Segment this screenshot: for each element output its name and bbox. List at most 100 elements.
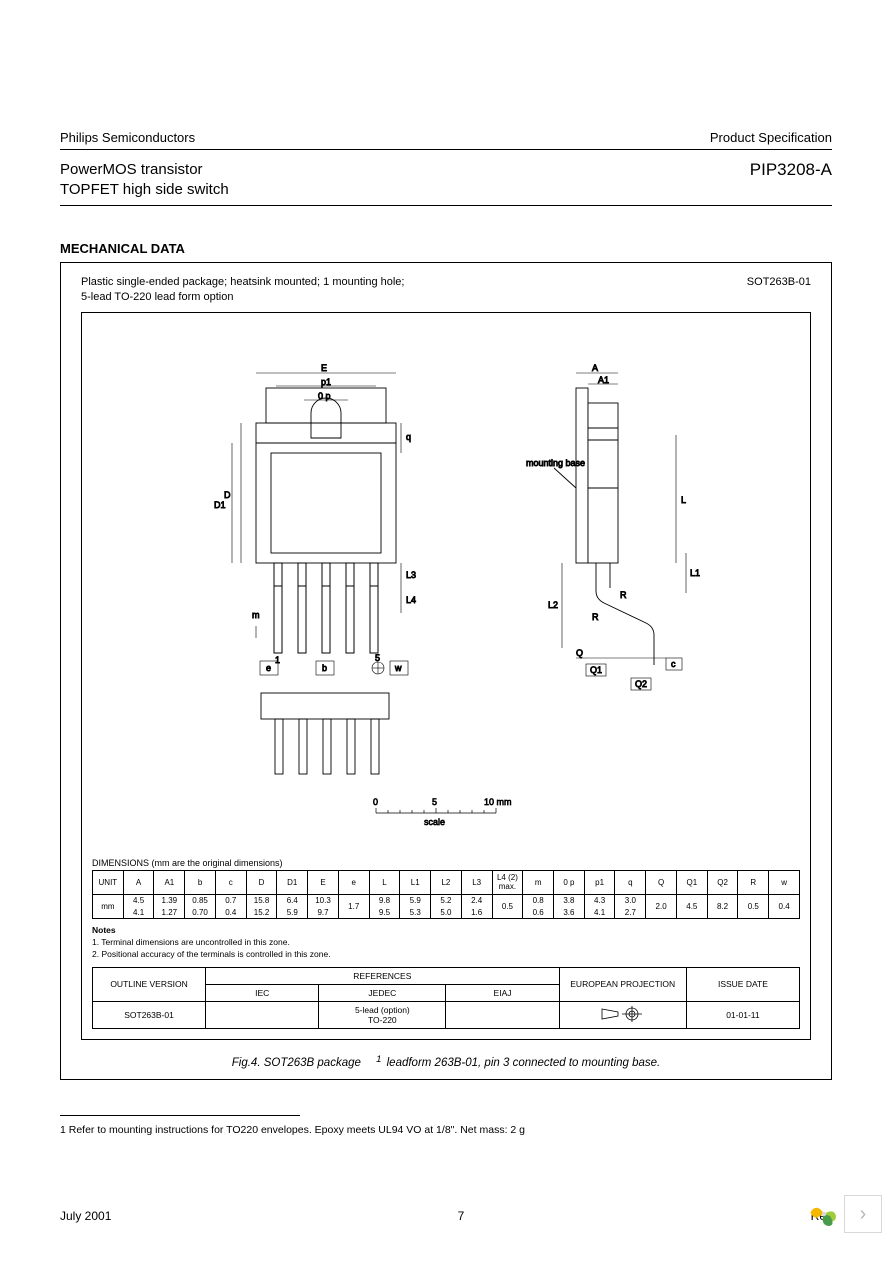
dim-col-header: Q2 (707, 870, 738, 894)
iec-value (206, 1001, 319, 1028)
outline-header: OUTLINE VERSION (93, 967, 206, 1001)
svg-text:L4: L4 (406, 595, 416, 605)
svg-text:A1: A1 (598, 375, 609, 385)
dim-value-cell: 1.7 (338, 894, 369, 918)
company-name: Philips Semiconductors (60, 130, 195, 145)
dim-header-row: UNITAA1bcDD1EeLL1L2L3L4 (2) max.m0 pp1qQ… (93, 870, 800, 894)
svg-text:R: R (620, 590, 627, 600)
dim-col-header: Q (646, 870, 677, 894)
dim-col-header: L (369, 870, 400, 894)
svg-text:1: 1 (275, 655, 280, 665)
euro-header: EUROPEAN PROJECTION (559, 967, 686, 1001)
issue-date-value: 01-01-11 (686, 1001, 799, 1028)
package-desc-1: Plastic single-ended package; heatsink m… (81, 275, 405, 290)
svg-text:A: A (592, 363, 598, 373)
dim-value-cell: 10.39.7 (308, 894, 339, 918)
svg-text:p1: p1 (321, 377, 331, 387)
dim-col-header: 0 p (554, 870, 585, 894)
next-page-button[interactable]: › (844, 1195, 882, 1233)
dim-value-cell: 3.83.6 (554, 894, 585, 918)
dim-col-header: b (185, 870, 216, 894)
dim-value-cell: 9.89.5 (369, 894, 400, 918)
section-heading: MECHANICAL DATA (60, 241, 832, 256)
dim-value-cell: 0.80.6 (523, 894, 554, 918)
title-row: PowerMOS transistor TOPFET high side swi… (60, 160, 832, 199)
dim-value-cell: 4.54.1 (123, 894, 154, 918)
footer-page: 7 (458, 1209, 465, 1223)
svg-text:0: 0 (373, 797, 378, 807)
svg-text:w: w (394, 663, 402, 673)
svg-text:L2: L2 (548, 600, 558, 610)
dim-value-cell: 0.5 (738, 894, 769, 918)
dim-unit-cell: mm (93, 894, 124, 918)
dim-values-row: mm4.54.11.391.270.850.700.70.415.815.26.… (93, 894, 800, 918)
dim-value-cell: 1.391.27 (154, 894, 185, 918)
dim-col-header: L3 (461, 870, 492, 894)
dim-col-header: E (308, 870, 339, 894)
note-1: 1. Terminal dimensions are uncontrolled … (92, 937, 800, 949)
svg-text:Q1: Q1 (590, 665, 602, 675)
references-table: OUTLINE VERSION REFERENCES EUROPEAN PROJ… (92, 967, 800, 1029)
svg-text:e: e (266, 663, 271, 673)
dim-col-header: D (246, 870, 277, 894)
svg-text:L1: L1 (690, 568, 700, 578)
svg-text:Q2: Q2 (635, 679, 647, 689)
dim-col-header: c (215, 870, 246, 894)
dim-value-cell: 2.0 (646, 894, 677, 918)
svg-text:c: c (671, 659, 676, 669)
jedec-header: JEDEC (319, 984, 446, 1001)
eiaj-header: EIAJ (446, 984, 559, 1001)
footnote-rule (60, 1115, 300, 1116)
svg-text:mounting base: mounting base (526, 458, 585, 468)
euro-projection-symbol (559, 1001, 686, 1028)
dim-value-cell: 6.45.9 (277, 894, 308, 918)
title-rule (60, 205, 832, 206)
package-code: SOT263B-01 (747, 275, 811, 306)
dim-col-header: L2 (431, 870, 462, 894)
inner-box: E p1 0 p D D1 q L3 L4 m e b w 1 5 (81, 312, 811, 1040)
dim-col-header: w (769, 870, 800, 894)
issue-header: ISSUE DATE (686, 967, 799, 1001)
header-row: Philips Semiconductors Product Specifica… (60, 130, 832, 145)
dim-value-cell: 5.95.3 (400, 894, 431, 918)
title-line2: TOPFET high side switch (60, 180, 229, 200)
dim-value-cell: 4.34.1 (584, 894, 615, 918)
svg-text:Q: Q (576, 648, 583, 658)
svg-text:L3: L3 (406, 570, 416, 580)
svg-text:m: m (252, 610, 260, 620)
dim-value-cell: 0.70.4 (215, 894, 246, 918)
figure-caption: Fig.4. SOT263B package 1 leadform 263B-0… (81, 1054, 811, 1069)
footnote-text: 1 Refer to mounting instructions for TO2… (60, 1124, 832, 1136)
dim-value-cell: 8.2 (707, 894, 738, 918)
jedec-value: 5-lead (option) TO-220 (319, 1001, 446, 1028)
svg-text:E: E (321, 363, 327, 373)
doc-type: Product Specification (710, 130, 832, 145)
svg-text:0 p: 0 p (318, 391, 331, 401)
notes-heading: Notes (92, 925, 800, 937)
dim-value-cell: 0.4 (769, 894, 800, 918)
dim-value-cell: 15.815.2 (246, 894, 277, 918)
dim-value-cell: 5.25.0 (431, 894, 462, 918)
dim-col-header: A1 (154, 870, 185, 894)
dim-value-cell: 4.5 (676, 894, 707, 918)
dim-value-cell: 2.41.6 (461, 894, 492, 918)
dim-col-header: Q1 (676, 870, 707, 894)
dim-col-header: e (338, 870, 369, 894)
dim-col-header: D1 (277, 870, 308, 894)
svg-text:scale: scale (424, 817, 445, 827)
dim-col-header: L1 (400, 870, 431, 894)
part-number: PIP3208-A (750, 160, 832, 199)
svg-text:q: q (406, 432, 411, 442)
svg-text:5: 5 (375, 653, 380, 663)
dim-value-cell: 3.02.7 (615, 894, 646, 918)
svg-text:R: R (592, 612, 599, 622)
package-desc-2: 5-lead TO-220 lead form option (81, 290, 405, 305)
dim-unit-header: UNIT (93, 870, 124, 894)
svg-text:D: D (224, 490, 231, 500)
svg-text:L: L (681, 495, 686, 505)
dimensions-title: DIMENSIONS (mm are the original dimensio… (92, 858, 800, 868)
package-diagram: E p1 0 p D D1 q L3 L4 m e b w 1 5 (92, 338, 800, 858)
dimensions-table: UNITAA1bcDD1EeLL1L2L3L4 (2) max.m0 pp1qQ… (92, 870, 800, 919)
dim-col-header: R (738, 870, 769, 894)
dim-col-header: p1 (584, 870, 615, 894)
